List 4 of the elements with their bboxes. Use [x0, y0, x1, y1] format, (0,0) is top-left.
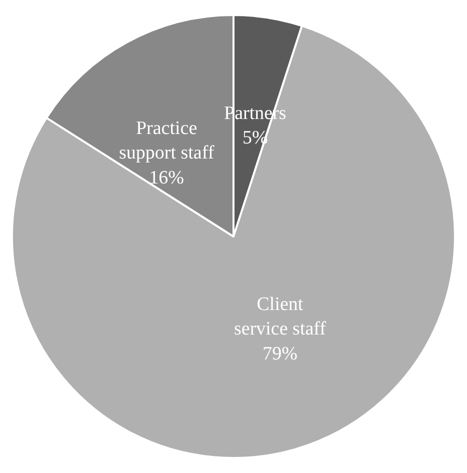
slice-label: Practice support staff	[119, 118, 215, 164]
data-label: 79%	[262, 343, 298, 364]
slice-label: Client service staff	[234, 294, 327, 340]
data-label: 16%	[149, 167, 184, 188]
